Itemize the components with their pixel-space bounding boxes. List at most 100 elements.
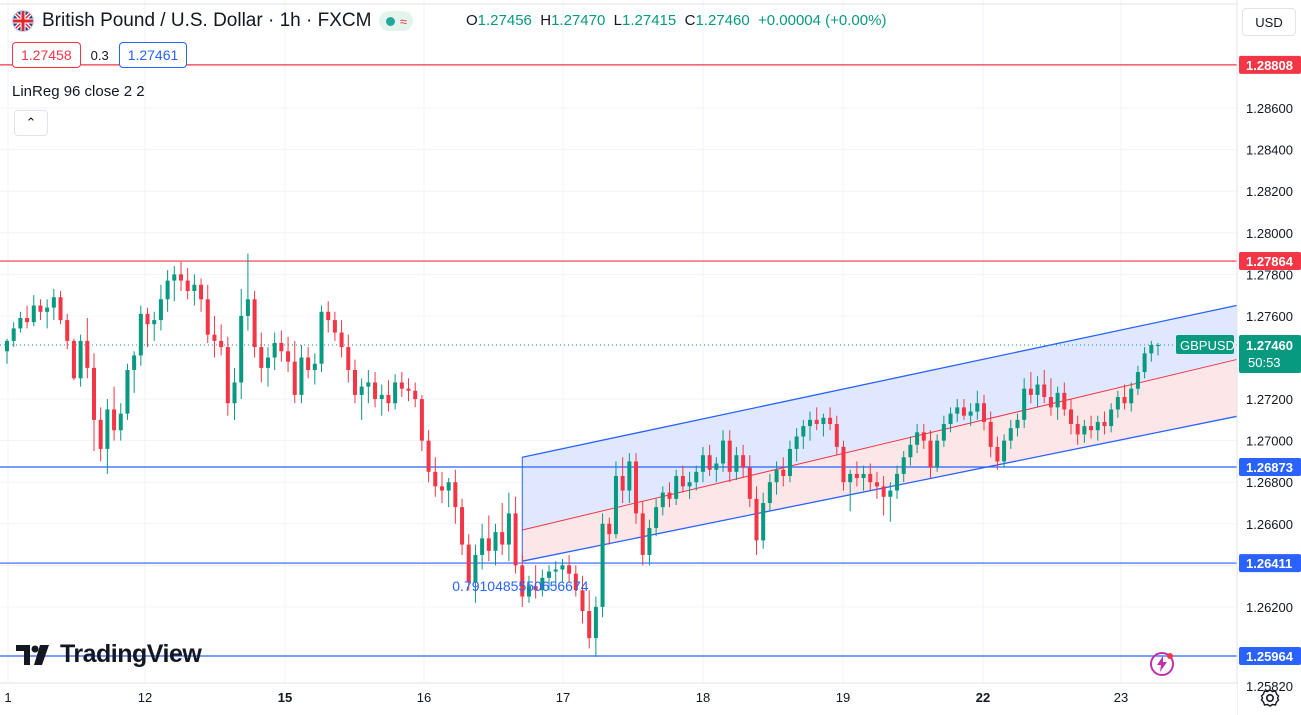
candle-body [192,284,197,291]
x-tick-label: 1 [4,690,11,705]
market-status[interactable]: ≈ [379,11,414,31]
candle-body [627,461,632,491]
close-value: 1.27460 [695,12,750,29]
candle-body [861,473,866,479]
candle-body [272,342,277,358]
candle-body [948,413,953,425]
bolt-icon[interactable] [1148,650,1176,683]
candle-body [761,502,766,541]
candle-body [205,299,210,335]
open-value: 1.27456 [477,12,532,29]
candle-body [279,342,284,352]
candle-body [399,382,404,389]
candle-body [426,440,431,472]
channel-middle-line [522,358,1238,531]
candle-body [935,440,940,468]
candle-body [78,340,83,379]
y-tick-label: 1.26600 [1246,517,1293,532]
candle-body [560,565,565,570]
candle-body [921,432,926,441]
countdown-label: 50:53 [1248,355,1281,370]
candle-body [854,473,859,479]
y-tick-label: 1.27000 [1246,434,1293,449]
candle-body [848,473,853,483]
candle-body [640,513,645,555]
candle-body [460,507,465,545]
candle-body [453,482,458,508]
symbol-header[interactable]: British Pound / U.S. Dollar · 1h · FXCM … [12,8,414,34]
candle-body [600,523,605,607]
indicator-legend[interactable]: LinReg 96 close 2 2 [12,83,145,100]
candle-body [118,413,123,431]
candle-body [71,340,76,379]
x-tick-label: 17 [556,690,570,705]
candle-body [680,475,685,487]
candle-body [647,527,652,555]
candle-body [473,554,478,582]
candle-body [105,409,110,449]
channel-lower-fill [522,359,1237,562]
candle-body [1068,409,1074,425]
y-tick-label: 1.27200 [1246,392,1293,407]
candle-body [741,455,746,468]
candle-body [152,320,157,325]
time-axis-bg [0,684,1237,715]
candle-body [620,475,625,491]
candle-body [834,424,839,447]
candle-body [828,417,833,425]
candle-body [573,573,578,591]
candle-body [781,469,786,476]
candle-body [386,394,391,404]
candle-body [654,507,659,528]
candle-body [888,490,893,497]
candle-body [634,461,639,514]
candle-body [466,544,471,582]
sell-button[interactable]: 1.27458 [12,42,81,68]
candle-body [326,311,331,321]
x-tick-label: 22 [976,690,990,705]
candle-body [18,318,23,329]
y-tick-label: 1.27600 [1246,309,1293,324]
candle-body [319,311,324,364]
candle-body [91,367,97,420]
high-value: 1.27470 [551,12,606,29]
candle-body [493,532,498,551]
symbol-title[interactable]: British Pound / U.S. Dollar · 1h · FXCM [42,10,372,31]
candle-body [613,475,618,535]
candle-body [332,320,337,333]
candle-body [500,532,505,545]
tradingview-logo[interactable]: TradingView [16,640,202,669]
candle-body [727,440,732,472]
y-tick-label: 1.28200 [1246,184,1293,199]
y-tick-label: 1.28000 [1246,226,1293,241]
candle-body [292,361,297,395]
gear-icon[interactable] [1258,686,1282,710]
candle-body [138,313,143,356]
x-tick-label: 23 [1114,690,1128,705]
buy-button[interactable]: 1.27461 [118,42,188,68]
candle-body [915,432,920,445]
tradingview-logo-icon [16,644,49,665]
candle-body [1149,345,1154,354]
candle-body [178,274,183,281]
candle-body [212,334,217,341]
x-tick-label: 19 [836,690,850,705]
candle-body [51,297,56,308]
candle-body [1115,396,1120,410]
candle-body [413,390,418,400]
collapse-legend-button[interactable]: ⌃ [14,110,48,136]
candle-body [1028,388,1033,395]
candle-body [808,419,813,427]
currency-selector[interactable]: USD [1242,8,1296,36]
candle-body [580,590,585,612]
candle-body [801,426,806,437]
candle-body [366,382,371,387]
candle-body [433,471,438,487]
candle-body [172,274,177,281]
candle-body [995,446,1000,462]
candle-body [988,421,993,447]
x-tick-label: 18 [696,690,710,705]
candle-body [1155,345,1161,347]
candle-body [707,455,712,470]
